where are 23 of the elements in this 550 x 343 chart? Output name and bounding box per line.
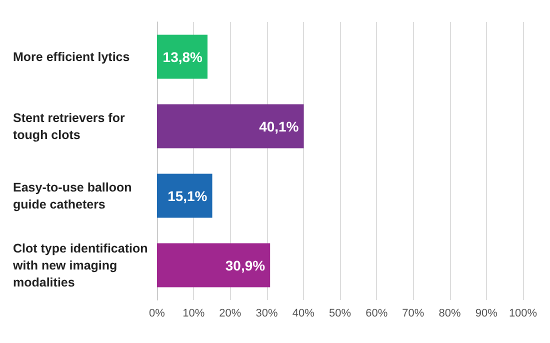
y-tick-label: Stent retrievers for tough clots xyxy=(13,110,128,142)
x-tick-label: 80% xyxy=(438,308,462,320)
y-tick-label: Clot type identification with new imaging modalities xyxy=(12,241,152,290)
x-tick-label: 0% xyxy=(149,308,166,320)
x-tick-label: 70% xyxy=(402,308,424,320)
x-tick-label: 40% xyxy=(292,308,315,320)
bar xyxy=(157,243,270,288)
bar xyxy=(157,34,208,79)
data-label: 30,9% xyxy=(225,257,266,274)
x-tick-label: 10% xyxy=(182,308,205,320)
bar xyxy=(157,174,212,218)
data-label: 40,1% xyxy=(259,118,300,134)
x-tick-label: 20% xyxy=(219,308,242,320)
data-label: 15,1% xyxy=(168,188,208,204)
y-tick-label: Easy-to-use balloon guide catheters xyxy=(13,180,136,212)
x-tick-label: 30% xyxy=(256,308,278,320)
x-tick-label: 60% xyxy=(366,308,388,320)
x-tick-label: 90% xyxy=(475,308,498,320)
x-tick-label: 100% xyxy=(508,308,538,320)
y-tick-label: More efficient lytics xyxy=(13,50,130,64)
data-label: 13,8% xyxy=(162,48,204,65)
bar xyxy=(157,104,304,148)
x-tick-label: 50% xyxy=(328,308,352,320)
